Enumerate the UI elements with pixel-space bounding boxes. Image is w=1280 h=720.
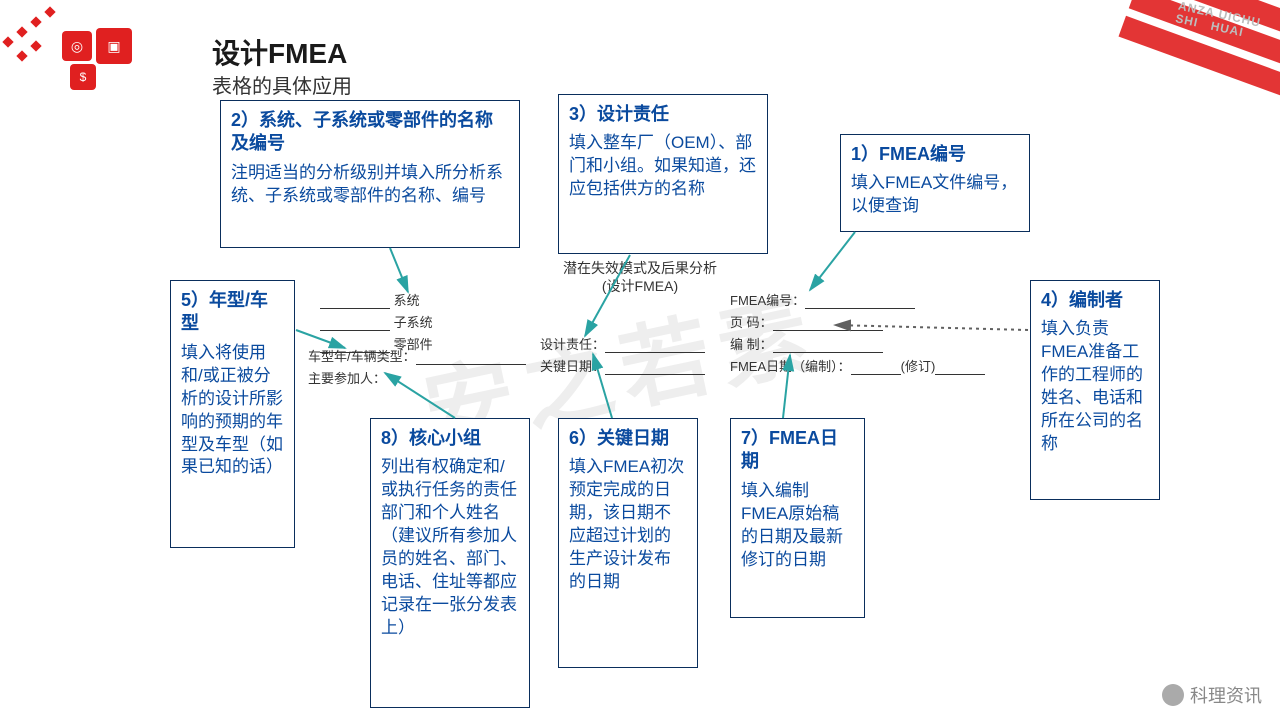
callout-title: 4）编制者 [1041, 289, 1149, 312]
callout-title: 1）FMEA编号 [851, 143, 1019, 166]
form-model-row: 车型年/车辆类型： 主要参加人： [308, 346, 526, 390]
callout-model-year: 5）年型/车型 填入将使用和/或正被分析的设计所影响的预期的年型及车型（如果已知… [170, 280, 295, 548]
callout-title: 5）年型/车型 [181, 289, 284, 336]
label-compile: 编 制： [730, 337, 773, 352]
presentation-icon: ▣ [96, 28, 132, 64]
label-fmea-date: FMEA日期（编制）： [730, 359, 851, 374]
callout-design-resp: 3）设计责任 填入整车厂（OEM）、部门和小组。如果知道，还应包括供方的名称 [558, 94, 768, 254]
callout-key-date: 6）关键日期 填入FMEA初次预定完成的日期，该日期不应超过计划的生产设计发布的… [558, 418, 698, 668]
label-resp: 设计责任： [540, 337, 605, 352]
page-title: 设计FMEA [212, 32, 347, 72]
header-icons: ◎ ▣ [62, 28, 132, 64]
source-text: 科理资讯 [1190, 682, 1262, 708]
label-page: 页 码： [730, 315, 773, 330]
form-right: FMEA编号： 页 码： 编 制： FMEA日期（编制）： (修订) [730, 290, 985, 378]
callout-title: 2）系统、子系统或零部件的名称及编号 [231, 109, 509, 156]
callout-title: 8）核心小组 [381, 427, 519, 450]
callout-body: 填入将使用和/或正被分析的设计所影响的预期的年型及车型（如果已知的话） [181, 342, 284, 480]
wechat-icon [1162, 684, 1184, 706]
callout-body: 填入负责FMEA准备工作的工程师的姓名、电话和所在公司的名称 [1041, 318, 1149, 456]
callout-body: 注明适当的分析级别并填入所分析系统、子系统或零部件的名称、编号 [231, 162, 509, 208]
callout-title: 7）FMEA日期 [741, 427, 854, 474]
callout-body: 填入编制FMEA原始稿的日期及最新修订的日期 [741, 480, 854, 572]
label-model: 车型年/车辆类型： [308, 349, 416, 364]
label-rev: (修订) [901, 359, 936, 374]
page-subtitle: 表格的具体应用 [212, 70, 352, 99]
callout-body: 列出有权确定和/或执行任务的责任部门和个人姓名（建议所有参加人员的姓名、部门、电… [381, 456, 519, 640]
label-system: 系统 [394, 293, 420, 308]
label-subsystem: 子系统 [394, 315, 433, 330]
header-icons-2: $ [70, 64, 96, 90]
callout-title: 6）关键日期 [569, 427, 687, 450]
callout-body: 填入FMEA初次预定完成的日期，该日期不应超过计划的生产设计发布的日期 [569, 456, 687, 594]
callout-core-team: 8）核心小组 列出有权确定和/或执行任务的责任部门和个人姓名（建议所有参加人员的… [370, 418, 530, 708]
target-icon: ◎ [62, 31, 92, 61]
money-icon: $ [70, 64, 96, 90]
label-keydate: 关键日期： [540, 359, 605, 374]
callout-fmea-date: 7）FMEA日期 填入编制FMEA原始稿的日期及最新修订的日期 [730, 418, 865, 618]
form-heading-1: 潜在失效模式及后果分析 [540, 258, 740, 278]
form-heading-2: (设计FMEA) [540, 276, 740, 296]
callout-fmea-number: 1）FMEA编号 填入FMEA文件编号，以便查询 [840, 134, 1030, 232]
label-fmea-no: FMEA编号： [730, 293, 805, 308]
form-center: 设计责任： 关键日期： [540, 334, 705, 378]
callout-system-name: 2）系统、子系统或零部件的名称及编号 注明适当的分析级别并填入所分析系统、子系统… [220, 100, 520, 248]
callout-body: 填入FMEA文件编号，以便查询 [851, 172, 1019, 218]
callout-body: 填入整车厂（OEM）、部门和小组。如果知道，还应包括供方的名称 [569, 132, 757, 201]
label-people: 主要参加人： [308, 371, 386, 386]
callout-compiler: 4）编制者 填入负责FMEA准备工作的工程师的姓名、电话和所在公司的名称 [1030, 280, 1160, 500]
callout-title: 3）设计责任 [569, 103, 757, 126]
source-tag: 科理资讯 [1162, 682, 1262, 708]
